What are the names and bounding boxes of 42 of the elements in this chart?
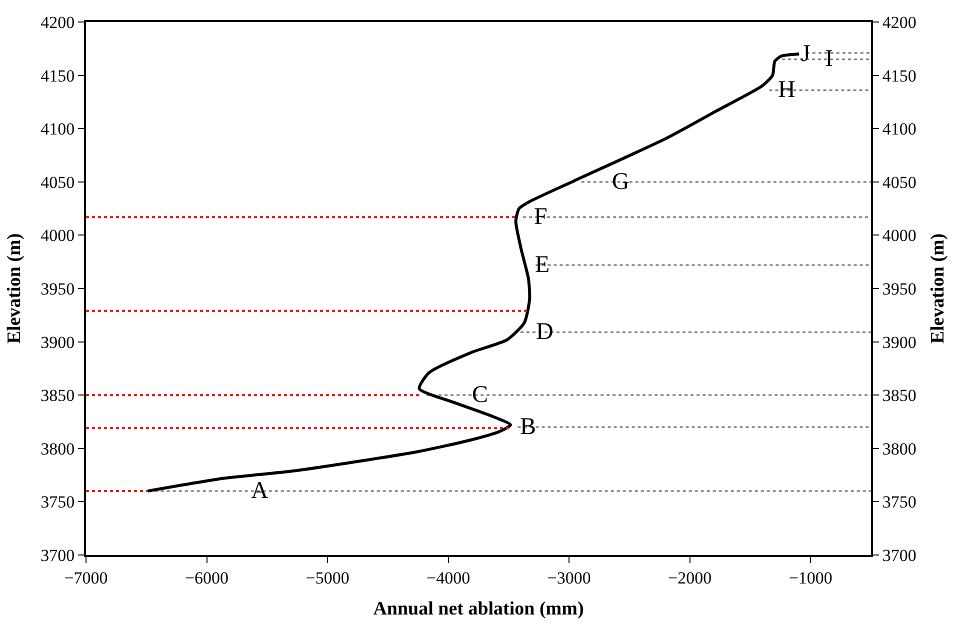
y2-tick-label: 3900: [882, 332, 916, 352]
y2-tick-label: 4050: [882, 172, 916, 192]
y-tick-label: 3750: [40, 492, 75, 512]
x-tick-label: −6000: [184, 568, 229, 588]
y-tick-label: 3800: [40, 439, 75, 458]
y-tick-label: 4150: [40, 66, 75, 86]
y-tick-label: 3900: [40, 332, 75, 352]
y2-tick-label: 3850: [882, 386, 916, 406]
x-tick-label: −5000: [306, 568, 350, 588]
annotation: B: [520, 414, 536, 440]
y-tick-label: 4100: [40, 120, 75, 139]
annotation: H: [778, 77, 796, 103]
annotation: E: [535, 252, 550, 278]
y2-tick-label: 4100: [882, 120, 916, 139]
y-tick-label: 3950: [40, 279, 75, 298]
annotation: C: [472, 382, 488, 408]
y2-tick-label: 3750: [882, 492, 916, 512]
annotation: J: [801, 41, 810, 67]
y-axis-title: Elevation (m): [4, 233, 25, 344]
x-tick-label: −7000: [64, 568, 108, 588]
annotation: D: [536, 319, 554, 345]
annotation: F: [534, 204, 548, 230]
y-tick-label: 4050: [40, 172, 75, 192]
y2-tick-label: 4000: [882, 226, 916, 246]
x-tick-label: −2000: [668, 568, 712, 588]
y-tick-label: 4000: [40, 226, 75, 246]
x-tick-label: −4000: [426, 568, 470, 588]
y2-tick-label: 4150: [882, 66, 916, 86]
y2-tick-label: 3800: [882, 439, 916, 458]
annotation: I: [825, 46, 833, 72]
y-tick-label: 4200: [40, 12, 75, 32]
y2-tick-label: 4200: [882, 12, 916, 32]
annotation: G: [612, 169, 630, 195]
y2-axis-title: Elevation (m): [928, 233, 949, 344]
annotation: A: [251, 478, 269, 504]
x-axis-title: Annual net ablation (mm): [373, 598, 584, 620]
y2-tick-label: 3950: [882, 279, 916, 298]
y2-tick-label: 3700: [882, 546, 916, 565]
x-tick-label: −3000: [547, 568, 591, 588]
y-tick-label: 3700: [40, 546, 75, 565]
y-tick-label: 3850: [40, 386, 75, 406]
x-tick-label: −1000: [788, 568, 832, 588]
